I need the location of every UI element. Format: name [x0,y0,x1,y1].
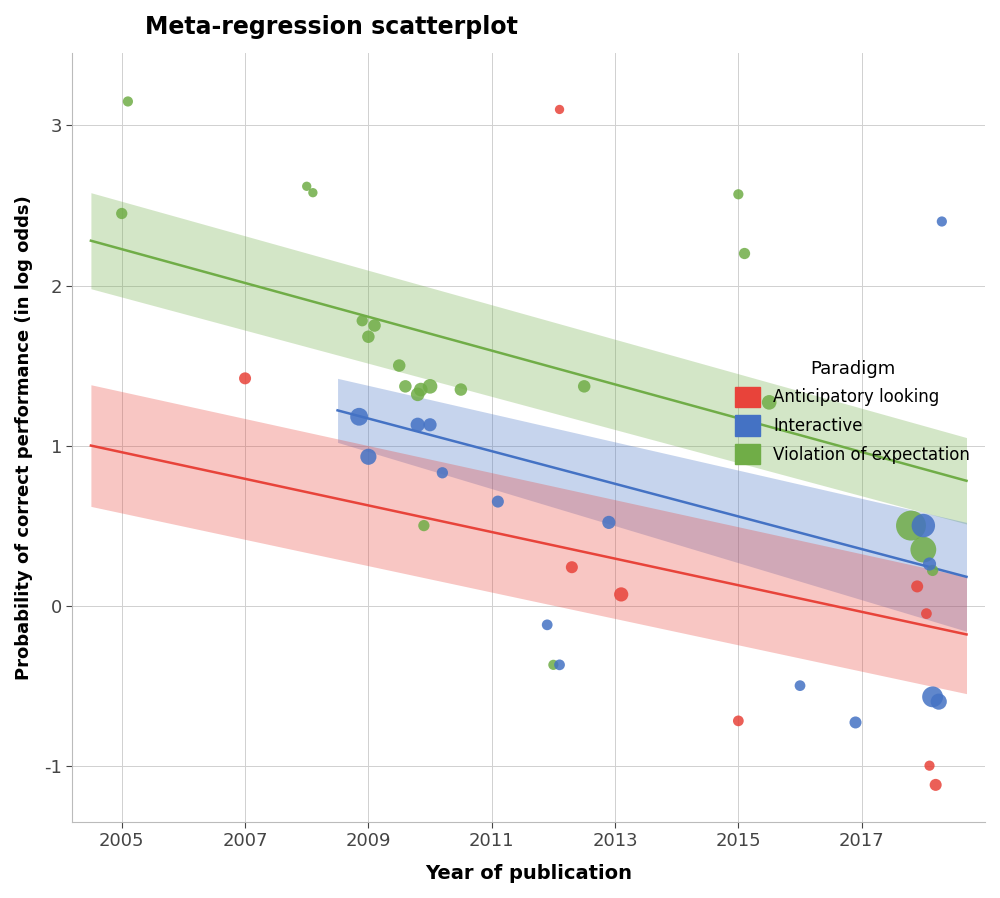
Point [931,694,947,709]
Point [925,563,941,577]
Point [299,179,315,193]
Point [539,618,555,632]
Point [730,714,746,728]
Point [453,383,469,397]
Point [922,759,938,773]
Text: Meta-regression scatterplot: Meta-regression scatterplot [145,15,518,39]
Point [915,518,931,533]
Point [367,319,383,333]
Point [925,690,941,704]
Point [792,679,808,693]
Point [410,387,426,401]
Point [422,418,438,432]
Point [545,657,561,672]
X-axis label: Year of publication: Year of publication [425,864,632,883]
Point [552,102,568,117]
Point [422,379,438,393]
Point [237,371,253,385]
Point [410,418,426,432]
Legend: Anticipatory looking, Interactive, Violation of expectation: Anticipatory looking, Interactive, Viola… [728,354,977,471]
Point [305,186,321,200]
Point [413,383,429,397]
Point [613,587,629,602]
Point [114,207,130,221]
Point [848,716,864,730]
Point [360,450,376,464]
Point [737,246,753,260]
Point [552,657,568,672]
Point [360,330,376,344]
Point [730,187,746,201]
Point [416,518,432,533]
Point [397,379,413,393]
Point [576,379,592,393]
Point [903,518,919,533]
Point [918,606,934,621]
Point [351,409,367,424]
Point [601,515,617,530]
Point [928,778,944,792]
Point [761,395,777,409]
Point [915,542,931,557]
Point [564,560,580,575]
Point [909,579,925,594]
Point [391,358,407,373]
Point [120,94,136,109]
Point [490,495,506,509]
Point [354,313,370,328]
Point [934,215,950,229]
Point [922,557,938,571]
Y-axis label: Probability of correct performance (in log odds): Probability of correct performance (in l… [15,195,33,680]
Point [434,465,450,480]
